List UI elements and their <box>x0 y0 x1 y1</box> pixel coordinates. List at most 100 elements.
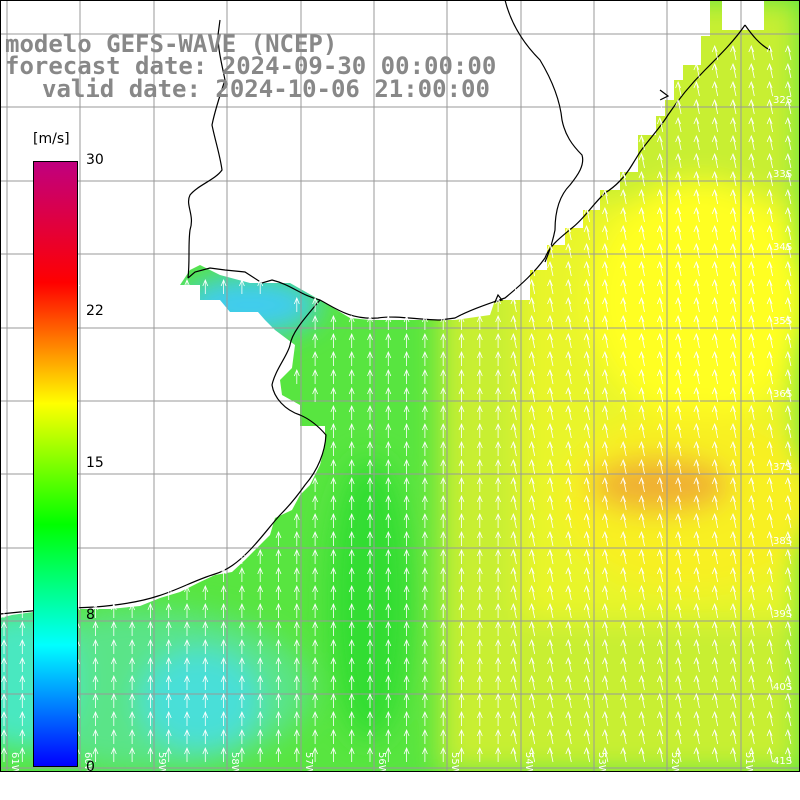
wind-arrow <box>458 692 465 708</box>
wind-arrow <box>730 278 737 295</box>
wind-arrow <box>184 602 190 618</box>
wind-arrow <box>730 80 737 97</box>
wind-arrow <box>711 350 719 367</box>
wind-arrow <box>129 638 135 654</box>
longitude-label: 51W <box>743 752 754 775</box>
wind-arrow <box>476 692 483 708</box>
wind-arrow <box>547 494 554 511</box>
wind-arrow <box>748 692 755 709</box>
wind-arrow <box>766 548 773 565</box>
wind-arrow <box>440 404 447 420</box>
wind-arrow <box>19 710 26 726</box>
wind-arrow <box>711 386 719 403</box>
wind-arrow <box>293 584 300 600</box>
wind-arrow <box>385 584 392 600</box>
wind-arrow <box>239 746 245 762</box>
wind-arrow <box>422 422 428 438</box>
wind-arrow <box>293 692 300 708</box>
wind-arrow <box>440 728 447 744</box>
wind-arrow <box>638 332 645 349</box>
wind-arrow <box>495 476 501 492</box>
wind-arrow <box>748 620 755 637</box>
wind-arrow <box>675 674 682 691</box>
wind-arrow <box>528 638 536 655</box>
wind-arrow <box>129 710 135 726</box>
wind-arrow <box>458 440 465 456</box>
colorbar-tick-label: 22 <box>86 303 104 319</box>
wind-arrow <box>312 638 318 654</box>
wind-arrow <box>510 368 517 385</box>
wind-arrow <box>785 476 792 493</box>
wind-arrow <box>1 692 7 708</box>
wind-arrow <box>565 404 572 421</box>
wind-arrow <box>165 620 172 636</box>
wind-arrow <box>711 44 719 61</box>
wind-arrow <box>92 620 99 636</box>
wind-arrow <box>638 350 645 367</box>
wind-arrow <box>476 746 483 762</box>
wind-arrow <box>565 512 572 529</box>
wind-arrow <box>422 530 428 546</box>
wind-arrow <box>766 692 773 709</box>
wind-arrow <box>638 584 645 601</box>
wind-arrow <box>693 260 700 277</box>
wind-arrow <box>165 728 172 744</box>
wind-arrow <box>656 440 664 457</box>
wind-arrow <box>367 638 373 654</box>
wind-arrow <box>385 620 392 636</box>
wind-arrow <box>528 728 536 745</box>
wind-arrow <box>656 656 664 673</box>
wind-arrow <box>165 278 172 294</box>
wind-arrow <box>476 728 483 744</box>
wind-arrow <box>275 692 282 708</box>
wind-arrow <box>510 458 517 475</box>
wind-arrow <box>748 62 755 79</box>
wind-arrow <box>602 278 609 295</box>
wind-arrow <box>766 476 773 493</box>
wind-arrow <box>693 98 700 115</box>
wind-arrow <box>495 674 501 690</box>
wind-arrow <box>748 674 755 691</box>
wind-arrow <box>348 332 355 348</box>
wind-arrow <box>565 746 572 763</box>
wind-arrow <box>693 440 700 457</box>
wind-arrow <box>766 80 773 97</box>
wind-arrow <box>693 350 700 367</box>
wind-arrow <box>693 548 700 565</box>
wind-arrow <box>403 566 410 582</box>
longitude-label: 52W <box>669 752 680 775</box>
longitude-label: 53W <box>596 752 607 775</box>
wind-arrow <box>711 746 719 763</box>
latitude-label: 41S <box>773 756 792 767</box>
wind-arrow <box>547 296 554 313</box>
wind-arrow <box>385 386 392 402</box>
wind-arrow <box>766 674 773 691</box>
wind-arrow <box>440 656 447 672</box>
wind-arrow <box>147 638 154 654</box>
wind-arrow <box>638 512 645 529</box>
wind-arrow <box>510 422 517 439</box>
wind-arrow <box>602 296 609 313</box>
wind-arrow <box>583 548 590 565</box>
wind-arrow <box>583 278 590 295</box>
wind-arrow <box>403 440 410 456</box>
wind-arrow <box>620 746 627 763</box>
wind-arrow <box>748 566 755 583</box>
wind-arrow <box>730 458 737 475</box>
wind-arrow <box>675 728 682 745</box>
wind-arrow <box>495 530 501 546</box>
wind-arrow <box>711 458 719 475</box>
wind-arrow <box>565 710 572 727</box>
wind-arrow <box>602 638 609 655</box>
wind-arrow <box>202 710 209 726</box>
wind-arrow <box>440 422 447 438</box>
latitude-labels: 32S 33S 34S 35S 36S 37S 38S 39S 40S 41S <box>773 95 792 767</box>
wind-arrow <box>476 422 483 438</box>
wind-arrow <box>495 314 501 330</box>
longitude-label: 55W <box>449 752 460 775</box>
wind-arrow <box>656 296 664 313</box>
wind-arrow <box>675 404 682 421</box>
wind-arrow <box>693 386 700 403</box>
wind-arrow <box>547 422 554 439</box>
wind-arrow <box>92 278 99 294</box>
